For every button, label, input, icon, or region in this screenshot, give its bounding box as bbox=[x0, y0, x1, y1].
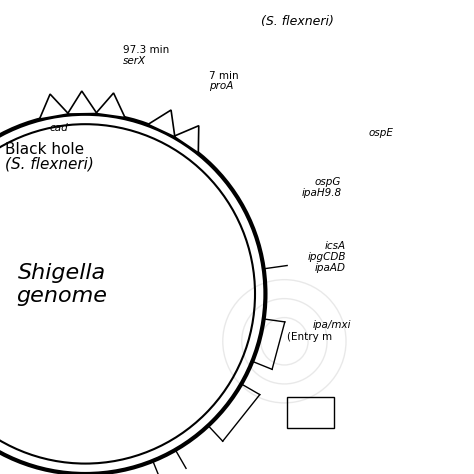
Bar bbox=[287, 397, 334, 428]
Text: icsA: icsA bbox=[325, 241, 346, 252]
Text: ipaH9.8: ipaH9.8 bbox=[301, 188, 341, 199]
Circle shape bbox=[0, 126, 254, 462]
Text: ipaAD: ipaAD bbox=[315, 263, 346, 273]
Polygon shape bbox=[174, 126, 199, 153]
Text: (S. flexneri): (S. flexneri) bbox=[261, 15, 334, 28]
Text: (S. flexneri): (S. flexneri) bbox=[5, 156, 93, 171]
Text: cad: cad bbox=[50, 123, 69, 133]
Text: 7 min: 7 min bbox=[209, 71, 238, 81]
Text: ipgCDB: ipgCDB bbox=[308, 252, 346, 262]
Text: ospG: ospG bbox=[315, 177, 341, 188]
Polygon shape bbox=[96, 93, 125, 118]
Text: serX: serX bbox=[123, 55, 146, 66]
Text: Shigella
genome: Shigella genome bbox=[16, 263, 107, 306]
Text: proA: proA bbox=[209, 81, 233, 91]
Polygon shape bbox=[39, 94, 69, 119]
Text: Black hole: Black hole bbox=[5, 142, 84, 157]
Text: (Entry m: (Entry m bbox=[287, 332, 332, 343]
Text: ospE: ospE bbox=[369, 128, 393, 138]
Text: ipa/mxi: ipa/mxi bbox=[312, 319, 351, 330]
Polygon shape bbox=[67, 91, 97, 114]
Text: 97.3 min: 97.3 min bbox=[123, 45, 170, 55]
Polygon shape bbox=[148, 110, 175, 137]
